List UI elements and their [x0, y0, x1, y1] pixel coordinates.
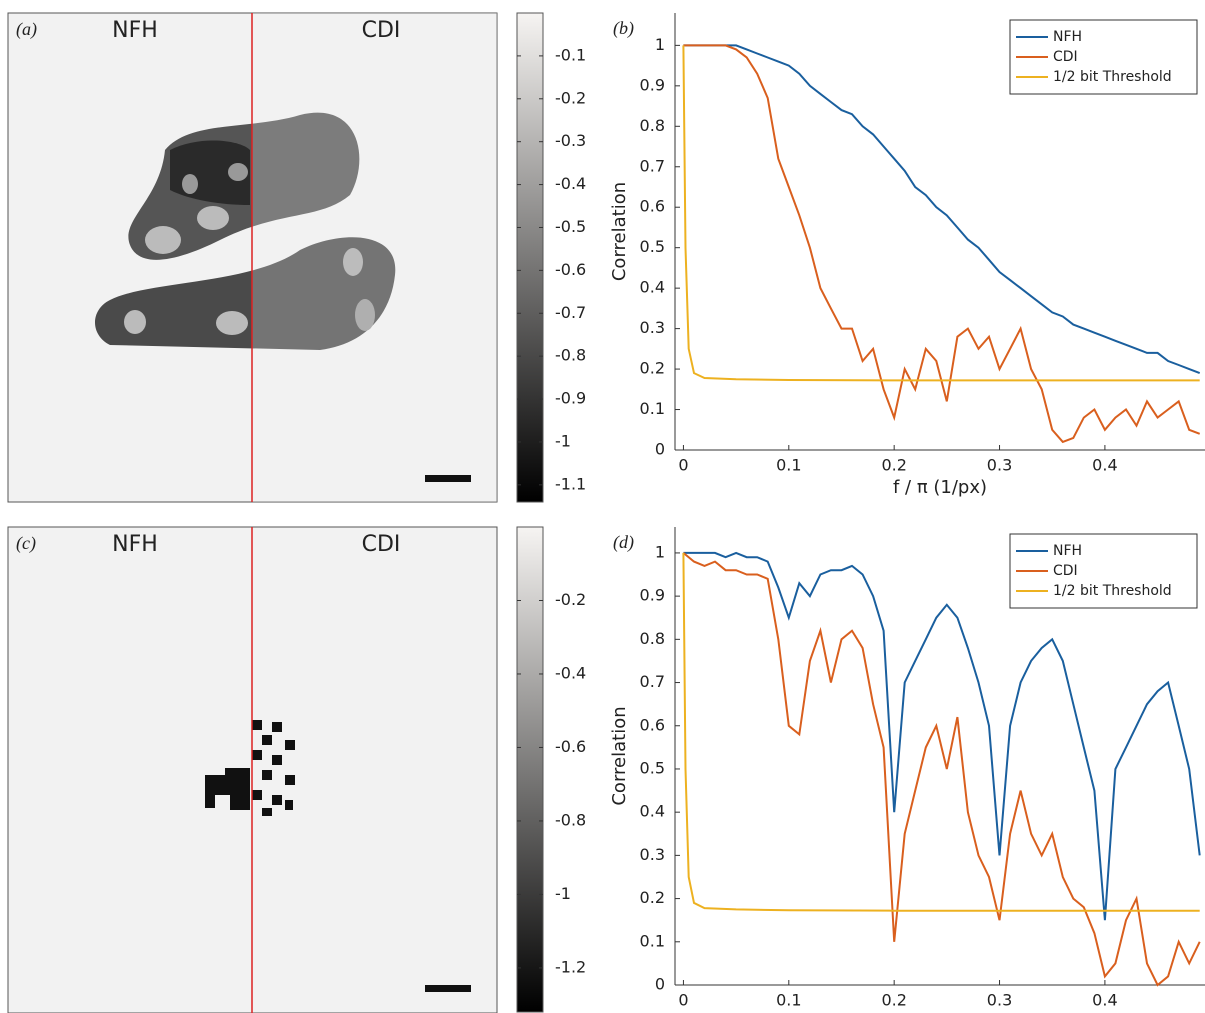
- colorbar-tick-label: -0.5: [555, 217, 586, 236]
- x-tick-label: 0.2: [881, 991, 906, 1010]
- legend-label: NFH: [1053, 29, 1082, 45]
- y-tick-label: 0.6: [640, 715, 665, 734]
- legend-label: NFH: [1053, 543, 1082, 559]
- y-tick-label: 0.4: [640, 802, 665, 821]
- image-label: CDI: [362, 532, 401, 557]
- y-tick-label: 0.2: [640, 359, 665, 378]
- colorbar-tick-label: -0.1: [555, 45, 586, 64]
- y-tick-label: 0.4: [640, 278, 665, 297]
- y-tick-label: 0.6: [640, 197, 665, 216]
- colorbar-tick-label: -0.4: [555, 174, 586, 193]
- x-tick-label: 0.1: [776, 991, 801, 1010]
- image-label: CDI: [362, 18, 401, 43]
- colorbar-tick-label: -0.9: [555, 389, 586, 408]
- y-tick-label: 0.2: [640, 888, 665, 907]
- y-tick-label: 0.7: [640, 156, 665, 175]
- series-line: [682, 552, 1201, 987]
- legend-label: CDI: [1053, 563, 1078, 579]
- y-tick-label: 0.9: [640, 586, 665, 605]
- panel-label: (d): [613, 532, 634, 553]
- series-line: [683, 44, 1201, 375]
- x-tick-label: 0.4: [1092, 991, 1117, 1010]
- colorbar-tick-label: -1.1: [555, 474, 586, 493]
- colorbar-tick-label: -0.8: [555, 346, 586, 365]
- series-line: [682, 45, 1200, 382]
- x-axis-label: f / π (1/px): [893, 477, 987, 498]
- colorbar-tick-label: -0.8: [555, 810, 586, 829]
- colorbar: [516, 12, 544, 503]
- y-tick-label: 0: [655, 975, 665, 994]
- x-tick-label: 0.3: [987, 456, 1012, 475]
- x-tick-label: 0: [678, 456, 688, 475]
- legend-label: CDI: [1053, 49, 1078, 65]
- image-c: [7, 526, 498, 1013]
- y-tick-label: 0.3: [640, 318, 665, 337]
- legend-label: 1/2 bit Threshold: [1053, 69, 1172, 85]
- y-tick-label: 0.9: [640, 75, 665, 94]
- y-tick-label: 1: [655, 542, 665, 561]
- y-tick-label: 1: [655, 35, 665, 54]
- y-tick-label: 0.3: [640, 845, 665, 864]
- y-tick-label: 0.5: [640, 237, 665, 256]
- panel-label: (b): [613, 18, 634, 39]
- colorbar-tick-label: -1: [555, 431, 571, 450]
- y-tick-label: 0.5: [640, 758, 665, 777]
- colorbar-tick-label: -0.6: [555, 260, 586, 279]
- legend-label: 1/2 bit Threshold: [1053, 583, 1172, 599]
- colorbar-tick-label: -0.3: [555, 131, 586, 150]
- colorbar-tick-label: -0.6: [555, 737, 586, 756]
- y-tick-label: 0.1: [640, 399, 665, 418]
- colorbar-tick-label: -0.4: [555, 663, 586, 682]
- colorbar: [516, 526, 544, 1013]
- x-tick-label: 0.4: [1092, 456, 1117, 475]
- x-tick-label: 0: [678, 991, 688, 1010]
- colorbar-tick-label: -1: [555, 884, 571, 903]
- panel-label: (c): [16, 533, 36, 554]
- series-line: [683, 44, 1201, 444]
- y-tick-label: 0: [655, 440, 665, 459]
- series-line: [683, 551, 1201, 921]
- y-tick-label: 0.7: [640, 672, 665, 691]
- panel-label: (a): [16, 19, 37, 40]
- colorbar-tick-label: -0.7: [555, 303, 586, 322]
- image-label: NFH: [112, 18, 158, 43]
- colorbar-tick-label: -0.2: [555, 88, 586, 107]
- image-a: [7, 12, 498, 503]
- x-tick-label: 0.3: [987, 991, 1012, 1010]
- x-tick-label: 0.1: [776, 456, 801, 475]
- y-axis-label: Correlation: [609, 182, 630, 281]
- y-axis-label: Correlation: [609, 706, 630, 805]
- colorbar-tick-label: -0.2: [555, 590, 586, 609]
- y-tick-label: 0.1: [640, 931, 665, 950]
- image-label: NFH: [112, 532, 158, 557]
- series-line: [682, 552, 1200, 912]
- x-tick-label: 0.2: [881, 456, 906, 475]
- colorbar-tick-label: -1.2: [555, 957, 586, 976]
- y-tick-label: 0.8: [640, 116, 665, 135]
- y-tick-label: 0.8: [640, 629, 665, 648]
